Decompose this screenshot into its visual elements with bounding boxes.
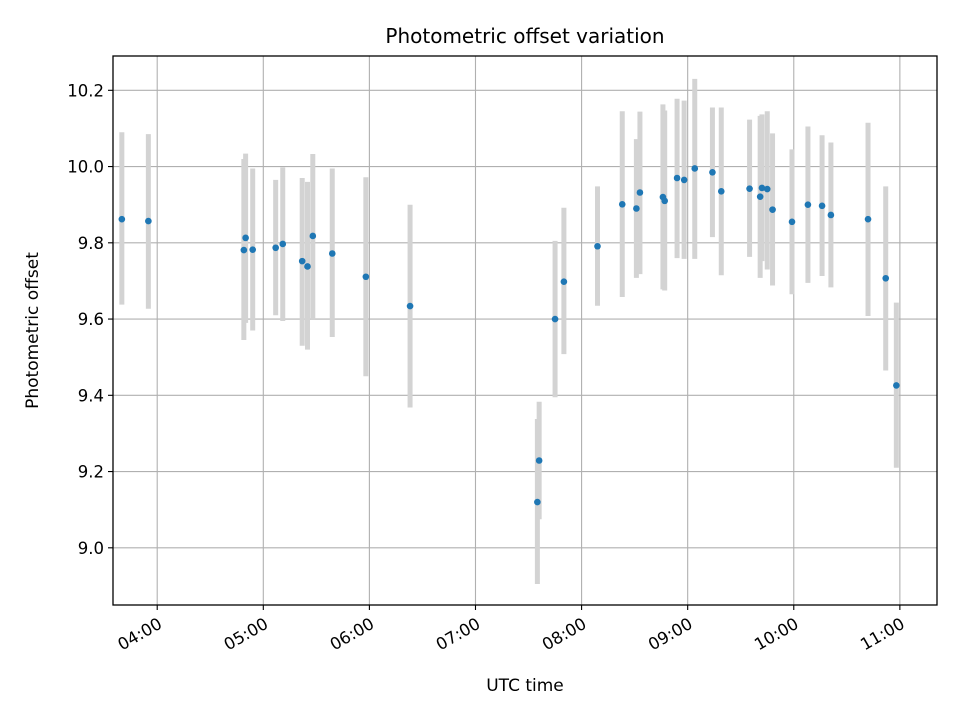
y-tick-label: 9.2 [78,463,104,482]
y-tick-label: 10.2 [67,81,104,100]
data-point [763,185,771,193]
y-axis-title: Photometric offset [23,252,43,409]
chart-title: Photometric offset variation [385,24,664,48]
x-tick-label: 10:00 [751,614,802,654]
data-point [551,315,559,323]
data-point [298,257,306,265]
data-point [893,382,900,389]
data-point [717,188,725,195]
y-tick-label: 9.4 [78,386,104,405]
y-tick-label: 9.8 [78,234,104,253]
x-tick-label: 06:00 [327,614,378,654]
grid-layer [113,56,937,605]
data-point [406,302,414,310]
data-point [304,263,311,270]
data-point [680,176,688,184]
data-point [362,273,370,281]
data-point [309,232,317,240]
data-point [618,201,626,208]
data-point [691,165,699,172]
data-point [804,201,812,208]
data-point [864,215,872,223]
x-tick-label: 08:00 [539,614,590,654]
data-point [633,205,640,212]
data-point [709,168,716,176]
data-point [242,234,249,242]
y-tick-label: 9.6 [78,310,104,329]
y-tick-label: 10.0 [67,158,104,177]
data-point [769,206,776,213]
data-point [535,457,543,464]
data-point [249,246,256,253]
data-point [882,274,890,282]
data-point [240,246,248,254]
data-point [827,211,835,219]
data-point [145,217,152,225]
data-point [328,250,336,257]
plot-frame [112,55,938,606]
y-tick-label: 9.0 [78,539,104,558]
data-point [661,197,668,205]
x-tick-label: 05:00 [221,614,272,654]
data-point [818,202,826,210]
data-point [788,218,796,226]
x-tick-label: 07:00 [433,614,484,654]
data-point [746,185,753,192]
data-point [279,240,287,248]
data-point [594,242,601,250]
data-point [756,193,764,200]
x-axis-title: UTC time [486,676,564,696]
x-tick-label: 11:00 [857,614,908,654]
point-layer [118,165,900,506]
errorbar-layer [119,78,899,585]
x-tick-label: 04:00 [115,614,166,654]
x-tick-label: 09:00 [645,614,696,654]
data-point [118,215,126,223]
data-point [560,278,568,286]
tick-layer: 04:00 05:00 06:00 07:00 08:00 09:00 10:00 11:00… [67,81,908,654]
data-point [758,184,766,192]
data-point [673,174,681,182]
data-point [272,244,279,252]
data-point [636,189,644,196]
data-point [534,498,541,506]
